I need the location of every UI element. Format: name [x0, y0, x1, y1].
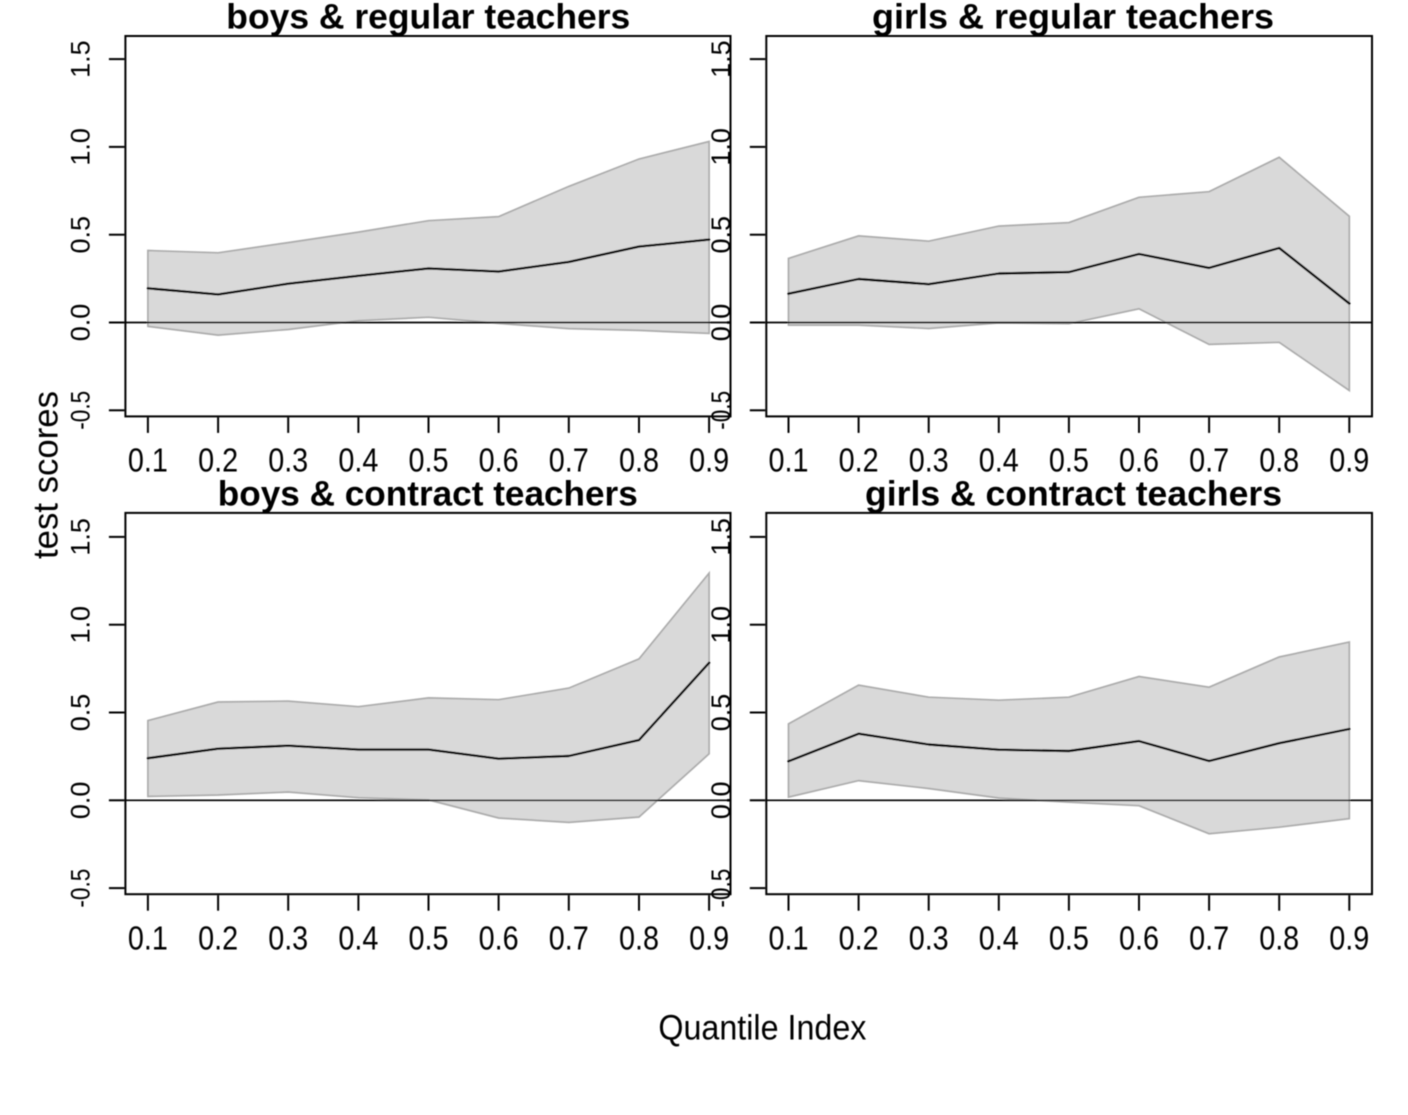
svg-text:0.9: 0.9	[689, 921, 729, 958]
svg-text:-0.5: -0.5	[66, 869, 96, 908]
svg-text:0.6: 0.6	[479, 921, 519, 958]
svg-text:0.8: 0.8	[619, 442, 659, 479]
svg-text:0.9: 0.9	[689, 442, 729, 479]
svg-text:Quantile Index: Quantile Index	[658, 1009, 866, 1048]
svg-text:0.5: 0.5	[1049, 442, 1089, 479]
svg-text:0.5: 0.5	[409, 921, 449, 958]
svg-text:1.0: 1.0	[706, 128, 736, 166]
svg-text:0.6: 0.6	[1119, 442, 1159, 479]
svg-text:0.4: 0.4	[338, 442, 378, 479]
svg-text:0.8: 0.8	[1259, 921, 1299, 958]
svg-text:0.5: 0.5	[66, 694, 96, 732]
svg-text:girls & regular teachers: girls & regular teachers	[872, 0, 1274, 37]
svg-text:test scores: test scores	[27, 391, 66, 559]
svg-text:0.5: 0.5	[706, 216, 736, 254]
svg-text:0.6: 0.6	[479, 442, 519, 479]
svg-text:1.5: 1.5	[706, 518, 736, 556]
svg-text:1.5: 1.5	[66, 40, 96, 78]
svg-text:girls & contract teachers: girls & contract teachers	[865, 474, 1282, 513]
svg-text:0.4: 0.4	[979, 921, 1019, 958]
svg-text:1.0: 1.0	[66, 606, 96, 644]
svg-text:1.0: 1.0	[706, 606, 736, 644]
svg-text:0.1: 0.1	[769, 921, 809, 958]
svg-text:0.9: 0.9	[1329, 921, 1369, 958]
svg-text:0.1: 0.1	[128, 921, 168, 958]
svg-text:0.3: 0.3	[268, 921, 308, 958]
svg-text:0.8: 0.8	[619, 921, 659, 958]
svg-text:0.8: 0.8	[1259, 442, 1299, 479]
svg-text:0.4: 0.4	[338, 921, 378, 958]
svg-text:0.7: 0.7	[549, 442, 589, 479]
svg-text:0.0: 0.0	[706, 782, 736, 820]
svg-text:0.5: 0.5	[66, 216, 96, 254]
svg-text:-0.5: -0.5	[706, 391, 736, 430]
svg-text:0.5: 0.5	[409, 442, 449, 479]
svg-text:0.5: 0.5	[1049, 921, 1089, 958]
svg-text:0.7: 0.7	[1189, 442, 1229, 479]
svg-text:0.0: 0.0	[66, 304, 96, 342]
svg-text:0.7: 0.7	[1189, 921, 1229, 958]
svg-text:1.5: 1.5	[66, 518, 96, 556]
svg-text:0.3: 0.3	[909, 442, 949, 479]
svg-text:0.9: 0.9	[1329, 442, 1369, 479]
svg-text:0.0: 0.0	[706, 304, 736, 342]
svg-text:0.2: 0.2	[198, 921, 238, 958]
svg-text:0.5: 0.5	[706, 694, 736, 732]
svg-text:1.0: 1.0	[66, 128, 96, 166]
svg-text:0.2: 0.2	[198, 442, 238, 479]
svg-text:0.2: 0.2	[839, 442, 879, 479]
svg-text:0.0: 0.0	[66, 782, 96, 820]
svg-text:0.7: 0.7	[549, 921, 589, 958]
svg-text:0.3: 0.3	[268, 442, 308, 479]
svg-text:-0.5: -0.5	[66, 391, 96, 430]
svg-text:0.3: 0.3	[909, 921, 949, 958]
svg-text:0.1: 0.1	[128, 442, 168, 479]
svg-text:0.4: 0.4	[979, 442, 1019, 479]
svg-text:0.6: 0.6	[1119, 921, 1159, 958]
svg-text:0.1: 0.1	[769, 442, 809, 479]
svg-text:boys & regular teachers: boys & regular teachers	[226, 0, 630, 37]
svg-text:boys & contract teachers: boys & contract teachers	[218, 474, 638, 513]
svg-text:1.5: 1.5	[706, 40, 736, 78]
svg-text:-0.5: -0.5	[706, 869, 736, 908]
svg-text:0.2: 0.2	[839, 921, 879, 958]
